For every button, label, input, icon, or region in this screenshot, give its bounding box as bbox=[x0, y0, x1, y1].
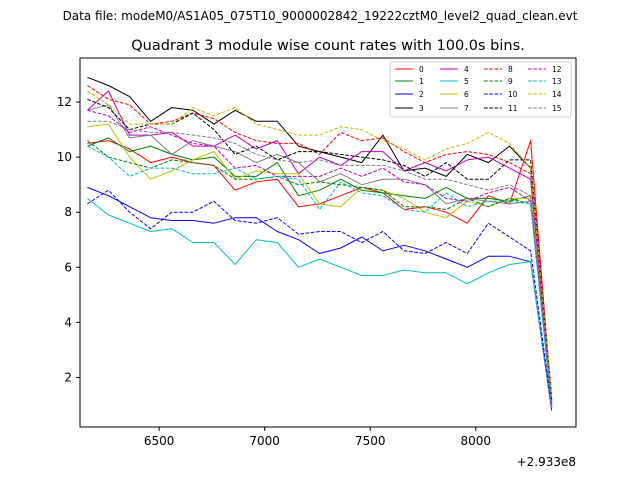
legend-label-8: 8 bbox=[508, 65, 513, 74]
y-tick-label: 8 bbox=[64, 205, 72, 219]
series-line-6 bbox=[87, 123, 553, 406]
y-axis-ticks: 2 4 6 8 10 12 bbox=[57, 95, 80, 384]
series-line-1 bbox=[87, 137, 553, 406]
series-line-7 bbox=[87, 104, 553, 406]
x-tick-label: 7500 bbox=[355, 434, 386, 448]
suptitle: Data file: modeM0/AS1A05_075T10_90000028… bbox=[63, 9, 578, 23]
series-line-0 bbox=[87, 140, 553, 403]
series-layer bbox=[87, 76, 553, 411]
x-tick-label: 7000 bbox=[249, 434, 280, 448]
legend-box bbox=[389, 61, 572, 118]
x-axis-ticks: 6500 7000 7500 8000 bbox=[144, 427, 491, 448]
series-line-2 bbox=[87, 186, 553, 411]
y-tick-label: 10 bbox=[57, 150, 72, 164]
series-line-13 bbox=[87, 145, 553, 408]
y-tick-label: 4 bbox=[64, 315, 72, 329]
series-line-15 bbox=[87, 120, 553, 406]
series-line-4 bbox=[87, 90, 553, 403]
x-tick-label: 6500 bbox=[144, 434, 175, 448]
plot-frame bbox=[79, 57, 577, 428]
legend-label-7: 7 bbox=[464, 104, 469, 113]
legend-label-2: 2 bbox=[419, 90, 424, 99]
legend-label-10: 10 bbox=[508, 90, 518, 99]
legend-label-14: 14 bbox=[552, 90, 562, 99]
y-tick-label: 2 bbox=[64, 370, 72, 384]
legend-label-1: 1 bbox=[419, 77, 424, 86]
x-axis-offset-label: +2.933e8 bbox=[517, 455, 576, 469]
legend-label-5: 5 bbox=[464, 77, 469, 86]
series-line-10 bbox=[87, 189, 553, 408]
legend-label-4: 4 bbox=[464, 65, 469, 74]
series-line-14 bbox=[87, 90, 553, 397]
legend-label-3: 3 bbox=[419, 104, 424, 113]
legend-label-11: 11 bbox=[508, 104, 518, 113]
series-line-11 bbox=[87, 98, 553, 400]
legend-label-6: 6 bbox=[464, 90, 469, 99]
y-tick-label: 12 bbox=[57, 95, 72, 109]
legend-label-13: 13 bbox=[552, 77, 562, 86]
y-tick-label: 6 bbox=[64, 260, 72, 274]
chart-title: Quadrant 3 module wise count rates with … bbox=[131, 38, 525, 54]
series-line-9 bbox=[87, 140, 553, 406]
series-line-5 bbox=[87, 198, 553, 408]
x-tick-label: 8000 bbox=[460, 434, 491, 448]
series-line-12 bbox=[87, 109, 553, 406]
series-line-8 bbox=[87, 85, 553, 395]
legend-label-0: 0 bbox=[419, 65, 424, 74]
series-line-3 bbox=[87, 76, 553, 400]
legend-label-12: 12 bbox=[552, 65, 562, 74]
legend-label-15: 15 bbox=[552, 104, 562, 113]
legend-label-9: 9 bbox=[508, 77, 513, 86]
